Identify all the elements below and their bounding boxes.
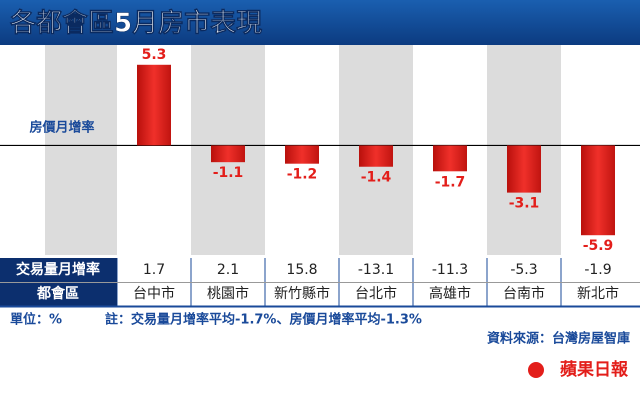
source: 資料來源：台灣房屋智庫 [487, 331, 630, 347]
table-value: 1.7 [143, 262, 165, 278]
table-row-label: 都會區 [36, 285, 79, 302]
data-label: 5.3 [142, 47, 167, 63]
table-value: -13.1 [358, 262, 394, 278]
bar [507, 145, 541, 193]
x-tick-label: 台北市 [355, 285, 397, 302]
title-bar [0, 0, 640, 45]
bar [359, 145, 393, 167]
x-tick-label: 台南市 [503, 285, 545, 302]
table-value: 2.1 [217, 262, 239, 278]
table-value: -1.9 [584, 262, 611, 278]
y-axis-label: 房價月增率 [29, 120, 94, 136]
chart-title: 各都會區5月房市表現 [9, 8, 262, 39]
note: 註：交易量月增率平均-1.7%、房價月增率平均-1.3% [105, 312, 422, 328]
unit: 單位：% [10, 312, 62, 328]
data-label: -1.7 [435, 174, 466, 190]
data-label: -5.9 [583, 238, 614, 254]
x-tick-label: 新竹縣市 [274, 285, 330, 302]
x-tick-label: 桃園市 [207, 285, 249, 302]
bar [211, 145, 245, 163]
table-value: -11.3 [432, 262, 468, 278]
data-label: -1.1 [213, 165, 244, 181]
data-label: -3.1 [509, 196, 540, 212]
bar [137, 64, 171, 146]
x-tick-label: 新北市 [577, 285, 619, 302]
column-bg [45, 45, 117, 255]
x-tick-label: 台中市 [133, 285, 175, 302]
table-row-label: 交易量月增率 [16, 261, 100, 278]
bar [285, 145, 319, 164]
data-label: -1.2 [287, 167, 318, 183]
logo-icon [528, 362, 544, 378]
table-value: 15.8 [286, 262, 317, 278]
table-value: -5.3 [510, 262, 537, 278]
row-label-bg [0, 283, 117, 306]
bar [581, 145, 615, 236]
data-label: -1.4 [361, 170, 392, 186]
logo: 蘋果日報 [560, 359, 629, 380]
bar [433, 145, 467, 172]
row-label-bg [0, 258, 117, 282]
x-tick-label: 高雄市 [429, 285, 471, 302]
